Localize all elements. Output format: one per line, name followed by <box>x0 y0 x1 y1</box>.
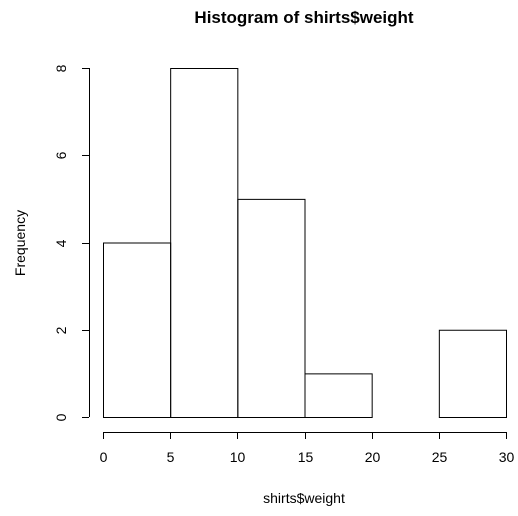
histogram-bar-5 <box>438 329 508 418</box>
y-tick-label-2: 4 <box>53 239 69 247</box>
x-tick-label-1: 5 <box>167 449 175 465</box>
x-tick-label-2: 10 <box>230 449 246 465</box>
histogram-bar-1 <box>170 68 239 418</box>
y-tick-label-3: 6 <box>53 151 69 159</box>
y-tick-label-4: 8 <box>53 64 69 72</box>
x-tick-label-6: 30 <box>499 449 515 465</box>
x-axis: 0 5 10 15 20 25 30 <box>100 432 515 465</box>
histogram-bar-0 <box>103 242 172 418</box>
x-axis-label: shirts$weight <box>263 490 345 506</box>
x-tick-label-5: 25 <box>432 449 448 465</box>
histogram-bar-3 <box>304 373 373 418</box>
x-tick-label-4: 20 <box>365 449 381 465</box>
y-tick-label-1: 2 <box>53 326 69 334</box>
chart-title: Histogram of shirts$weight <box>194 8 413 27</box>
histogram-bar-2 <box>237 198 306 418</box>
x-tick-label-3: 15 <box>298 449 314 465</box>
y-tick-label-0: 0 <box>53 413 69 421</box>
x-tick-label-0: 0 <box>100 449 108 465</box>
y-axis: 0 2 4 6 8 <box>53 64 90 421</box>
y-axis-label: Frequency <box>12 210 28 276</box>
bars-group <box>103 68 508 418</box>
